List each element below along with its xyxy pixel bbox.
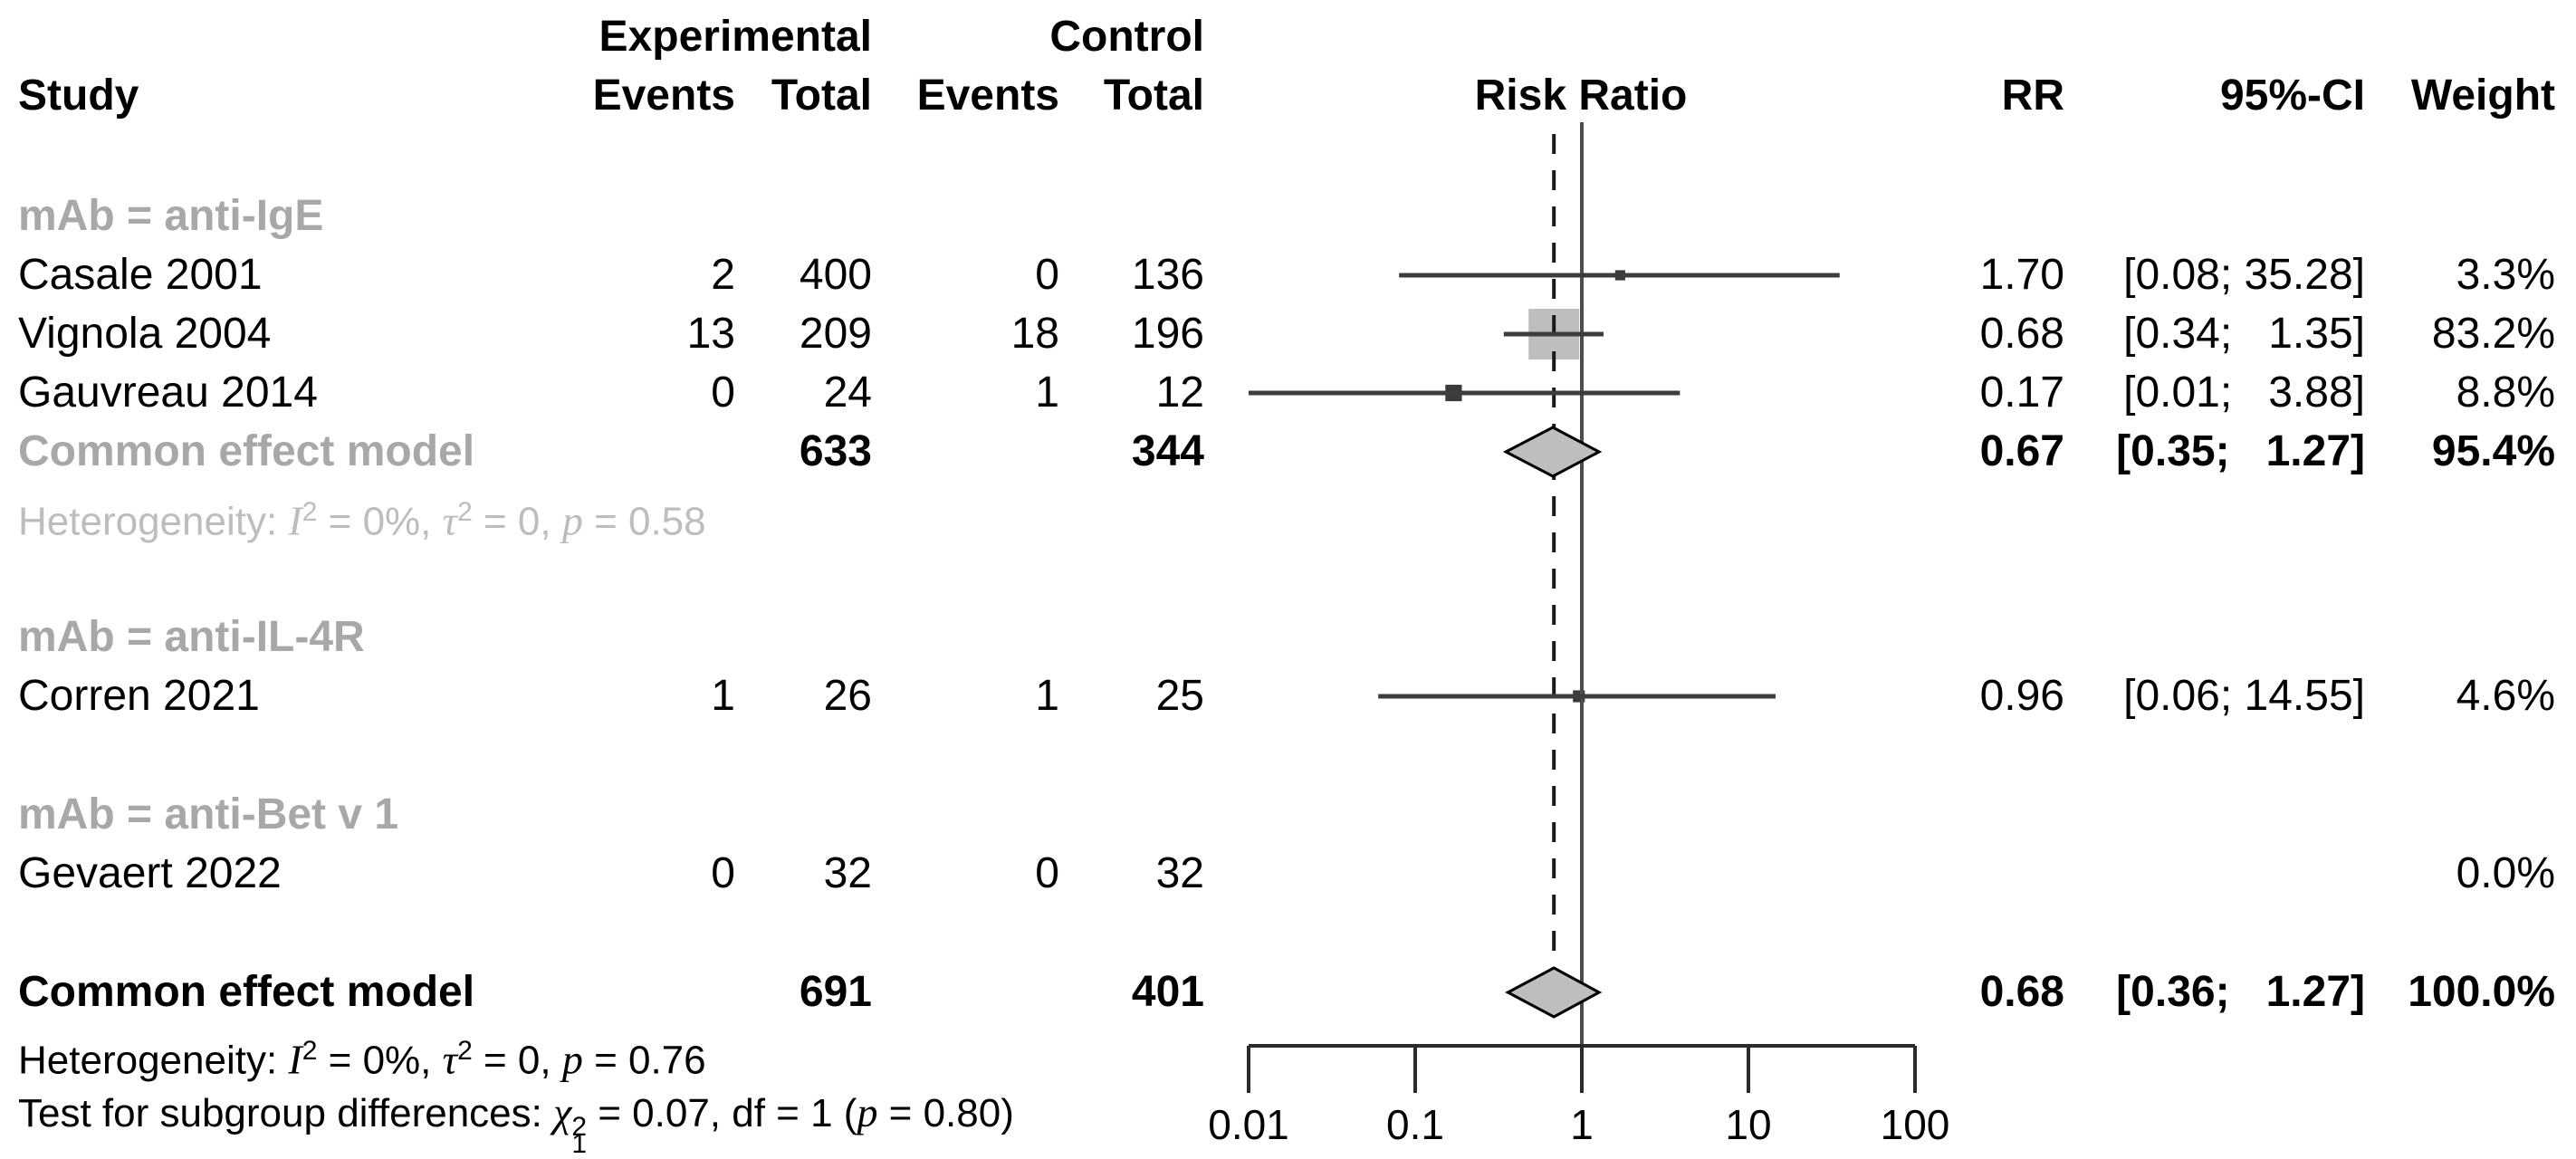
exp-events: 0 xyxy=(711,369,735,417)
weight-value: 4.6% xyxy=(2456,672,2555,720)
x-axis-tick-label-10: 10 xyxy=(1725,1101,1771,1148)
weight-value: 8.8% xyxy=(2456,369,2555,417)
ctrl-total: 344 xyxy=(1131,427,1204,475)
heterogeneity-note-subgroup: Heterogeneity: I2 = 0%, τ2 = 0, p = 0.58 xyxy=(0,483,2576,544)
table-row: Casale 2001 2 400 0 136 1.70 [0.08; 35.2… xyxy=(0,245,2576,305)
rr-value: 0.68 xyxy=(1979,968,2064,1016)
study-name: Vignola 2004 xyxy=(18,310,272,358)
weight-value: 100.0% xyxy=(2408,968,2555,1016)
header-control: Control xyxy=(1049,13,1204,61)
rr-value: 0.96 xyxy=(1979,672,2064,720)
weight-value: 83.2% xyxy=(2431,310,2555,358)
study-name: Corren 2021 xyxy=(18,672,260,720)
subgroup-label-row: mAb = anti-Bet v 1 xyxy=(0,785,2576,845)
subgroup-label-anti-bet-v1: mAb = anti-Bet v 1 xyxy=(18,790,399,838)
header-experimental: Experimental xyxy=(599,13,872,61)
subgroup-label-anti-il4r: mAb = anti-IL-4R xyxy=(18,613,365,661)
header-rr: RR xyxy=(2001,72,2064,120)
table-row: Vignola 2004 13 209 18 196 0.68 [0.34; 1… xyxy=(0,304,2576,364)
summary-label: Common effect model xyxy=(18,427,475,475)
header-weight: Weight xyxy=(2410,72,2555,120)
study-name: Casale 2001 xyxy=(18,251,263,299)
exp-total: 691 xyxy=(799,968,872,1016)
weight-value: 0.0% xyxy=(2456,849,2555,897)
ci-value: [0.36; 1.27] xyxy=(2116,968,2365,1016)
heterogeneity-text: Heterogeneity: I2 = 0%, τ2 = 0, p = 0.58 xyxy=(18,497,706,544)
ctrl-total: 401 xyxy=(1131,968,1204,1016)
exp-total: 209 xyxy=(799,310,872,358)
ctrl-total: 25 xyxy=(1155,672,1204,720)
subgroup-label-row: mAb = anti-IgE xyxy=(0,187,2576,246)
ci-value: [0.06; 14.55] xyxy=(2123,672,2365,720)
subgroup-label-anti-ige: mAb = anti-IgE xyxy=(18,192,324,240)
rr-value: 1.70 xyxy=(1979,251,2064,299)
ctrl-total: 12 xyxy=(1155,369,1204,417)
summary-diamond-common-effect-anti-ige xyxy=(1502,426,1603,478)
ctrl-total: 196 xyxy=(1131,310,1204,358)
exp-events: 0 xyxy=(711,849,735,897)
summary-diamond-common-effect-overall xyxy=(1505,966,1603,1019)
ctrl-total: 32 xyxy=(1155,849,1204,897)
weight-value: 95.4% xyxy=(2431,427,2555,475)
table-row: Gauvreau 2014 0 24 1 12 0.17 [0.01; 3.88… xyxy=(0,363,2576,423)
exp-events: 13 xyxy=(686,310,735,358)
rr-value: 0.68 xyxy=(1979,310,2064,358)
summary-row-subgroup: Common effect model 633 344 0.67 [0.35; … xyxy=(0,422,2576,482)
exp-total: 633 xyxy=(799,427,872,475)
study-name: Gevaert 2022 xyxy=(18,849,282,897)
ctrl-events: 1 xyxy=(1035,672,1059,720)
weight-value: 3.3% xyxy=(2456,251,2555,299)
ctrl-events: 0 xyxy=(1035,251,1059,299)
header-risk-ratio: Risk Ratio xyxy=(1474,72,1688,120)
rr-value: 0.67 xyxy=(1979,427,2064,475)
ctrl-events: 18 xyxy=(1010,310,1059,358)
header-ctrl-total: Total xyxy=(1103,72,1204,120)
ci-value: [0.01; 3.88] xyxy=(2123,369,2365,417)
header-study: Study xyxy=(18,72,139,120)
ctrl-events: 0 xyxy=(1035,849,1059,897)
exp-total: 26 xyxy=(823,672,872,720)
header-ctrl-events: Events xyxy=(916,72,1059,120)
subgroup-label-row: mAb = anti-IL-4R xyxy=(0,608,2576,667)
heterogeneity-note-overall: Heterogeneity: I2 = 0%, τ2 = 0, p = 0.76 xyxy=(0,1021,2576,1083)
ctrl-events: 1 xyxy=(1035,369,1059,417)
x-axis-tick-label-100: 100 xyxy=(1881,1101,1950,1148)
x-axis-tick-label-0.1: 0.1 xyxy=(1386,1101,1444,1148)
x-axis-tick-label-1: 1 xyxy=(1570,1101,1594,1148)
summary-row-overall: Common effect model 691 401 0.68 [0.36; … xyxy=(0,963,2576,1022)
header-group-row: Experimental Control xyxy=(0,7,2576,67)
rr-value: 0.17 xyxy=(1979,369,2064,417)
header-row: Study Events Total Events Total Risk Rat… xyxy=(0,66,2576,126)
ci-value: [0.35; 1.27] xyxy=(2116,427,2365,475)
ci-value: [0.08; 35.28] xyxy=(2123,251,2365,299)
exp-total: 24 xyxy=(823,369,872,417)
table-row: Corren 2021 1 26 1 25 0.96 [0.06; 14.55]… xyxy=(0,666,2576,726)
exp-events: 2 xyxy=(711,251,735,299)
summary-label: Common effect model xyxy=(18,968,475,1016)
heterogeneity-text: Heterogeneity: I2 = 0%, τ2 = 0, p = 0.76 xyxy=(18,1036,706,1083)
ctrl-total: 136 xyxy=(1131,251,1204,299)
ci-value: [0.34; 1.35] xyxy=(2123,310,2365,358)
x-axis-tick-label-0.01: 0.01 xyxy=(1208,1101,1289,1148)
header-exp-total: Total xyxy=(771,72,872,120)
study-name: Gauvreau 2014 xyxy=(18,369,318,417)
header-ci: 95%-CI xyxy=(2219,72,2365,120)
exp-total: 32 xyxy=(823,849,872,897)
table-row: Gevaert 2022 0 32 0 32 0.0% xyxy=(0,844,2576,904)
header-exp-events: Events xyxy=(592,72,735,120)
exp-events: 1 xyxy=(711,672,735,720)
exp-total: 400 xyxy=(799,251,872,299)
